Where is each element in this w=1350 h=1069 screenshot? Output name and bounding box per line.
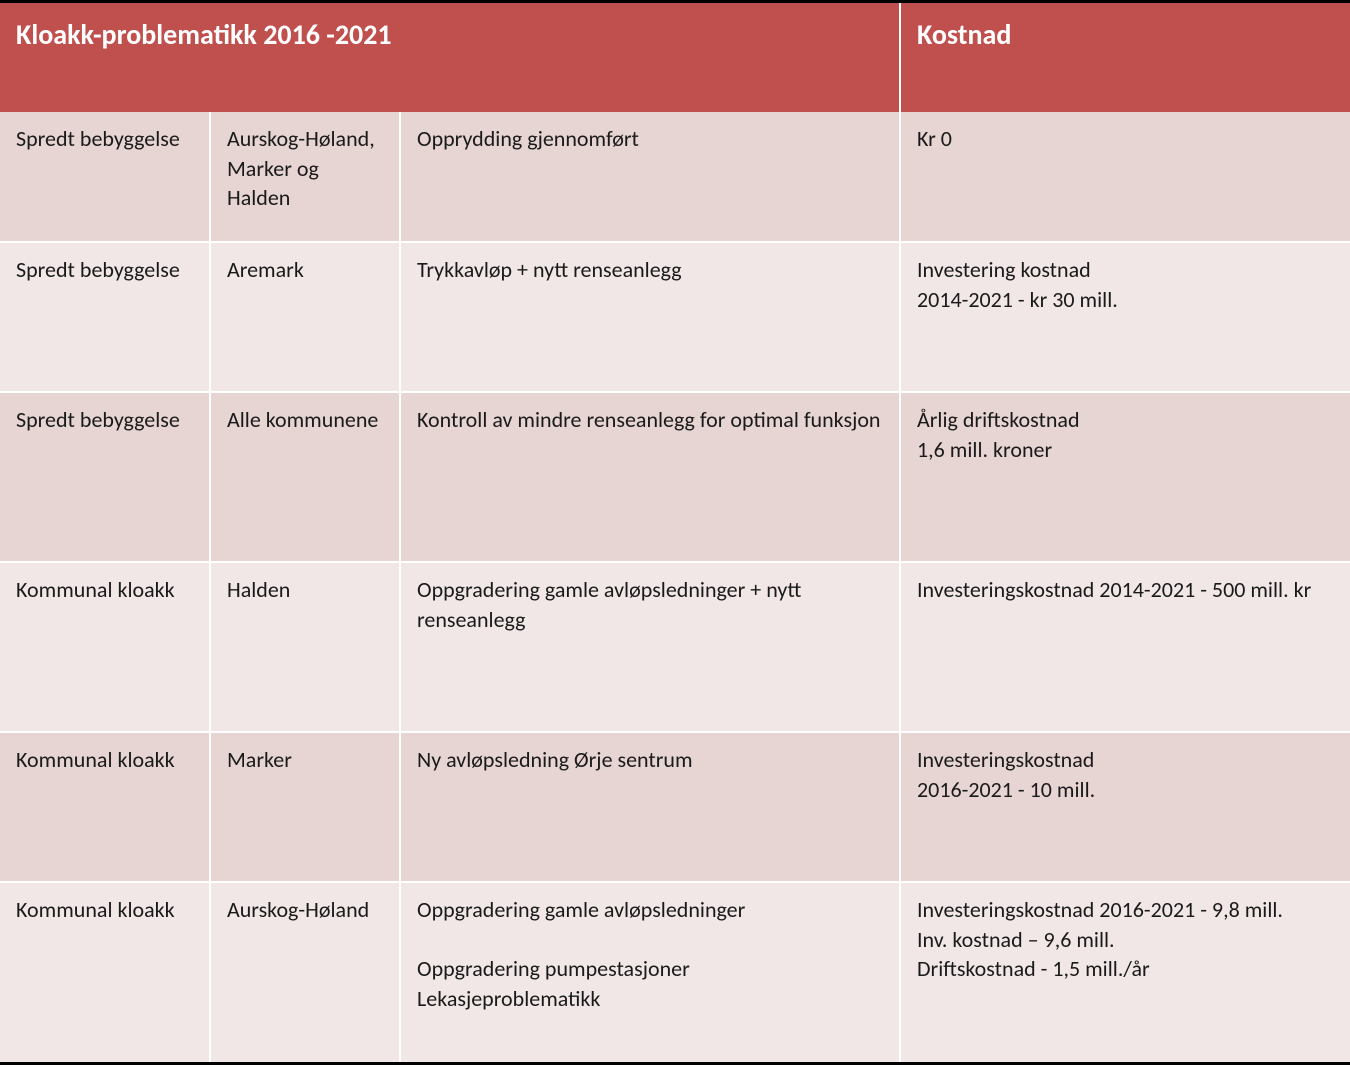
table-cell: Halden xyxy=(210,562,400,732)
table-cell: Investeringskostnad 2014-2021 - 500 mill… xyxy=(900,562,1350,732)
table-cell: Alle kommunene xyxy=(210,392,400,562)
table-cell: Oppgradering gamle avløpsledninger Oppgr… xyxy=(400,882,900,1062)
table-row: Spredt bebyggelseAlle kommuneneKontroll … xyxy=(0,392,1350,562)
header-kostnad: Kostnad xyxy=(900,3,1350,112)
table-cell: Aurskog-Høland, Marker og Halden xyxy=(210,112,400,242)
table-cell: Spredt bebyggelse xyxy=(0,112,210,242)
table-cell: Spredt bebyggelse xyxy=(0,392,210,562)
table-row: Kommunal kloakkAurskog-HølandOppgraderin… xyxy=(0,882,1350,1062)
table-row: Kommunal kloakkMarkerNy avløpsledning Ør… xyxy=(0,732,1350,882)
table-cell: Ny avløpsledning Ørje sentrum xyxy=(400,732,900,882)
table-cell: Kommunal kloakk xyxy=(0,562,210,732)
table-cell: Investeringskostnad 2016-2021 - 10 mill. xyxy=(900,732,1350,882)
table-cell: Trykkavløp + nytt renseanlegg xyxy=(400,242,900,392)
table-cell: Aurskog-Høland xyxy=(210,882,400,1062)
table-header-row: Kloakk-problematikk 2016 -2021 Kostnad xyxy=(0,3,1350,112)
table-row: Spredt bebyggelseAremarkTrykkavløp + nyt… xyxy=(0,242,1350,392)
table-cell: Opprydding gjennomført xyxy=(400,112,900,242)
table-body: Spredt bebyggelseAurskog-Høland, Marker … xyxy=(0,112,1350,1062)
table-cell: Investering kostnad 2014-2021 - kr 30 mi… xyxy=(900,242,1350,392)
table-cell: Investeringskostnad 2016-2021 - 9,8 mill… xyxy=(900,882,1350,1062)
table-row: Kommunal kloakkHaldenOppgradering gamle … xyxy=(0,562,1350,732)
table-cell: Aremark xyxy=(210,242,400,392)
table-cell: Kommunal kloakk xyxy=(0,732,210,882)
table-cell: Spredt bebyggelse xyxy=(0,242,210,392)
table-cell: Kontroll av mindre renseanlegg for optim… xyxy=(400,392,900,562)
table-cell: Marker xyxy=(210,732,400,882)
table-cell: Oppgradering gamle avløpsledninger + nyt… xyxy=(400,562,900,732)
table-container: Kloakk-problematikk 2016 -2021 Kostnad S… xyxy=(0,0,1350,1065)
table-row: Spredt bebyggelseAurskog-Høland, Marker … xyxy=(0,112,1350,242)
table-cell: Årlig driftskostnad 1,6 mill. kroner xyxy=(900,392,1350,562)
table-cell: Kr 0 xyxy=(900,112,1350,242)
header-problematikk: Kloakk-problematikk 2016 -2021 xyxy=(0,3,900,112)
kloakk-table: Kloakk-problematikk 2016 -2021 Kostnad S… xyxy=(0,3,1350,1062)
table-cell: Kommunal kloakk xyxy=(0,882,210,1062)
